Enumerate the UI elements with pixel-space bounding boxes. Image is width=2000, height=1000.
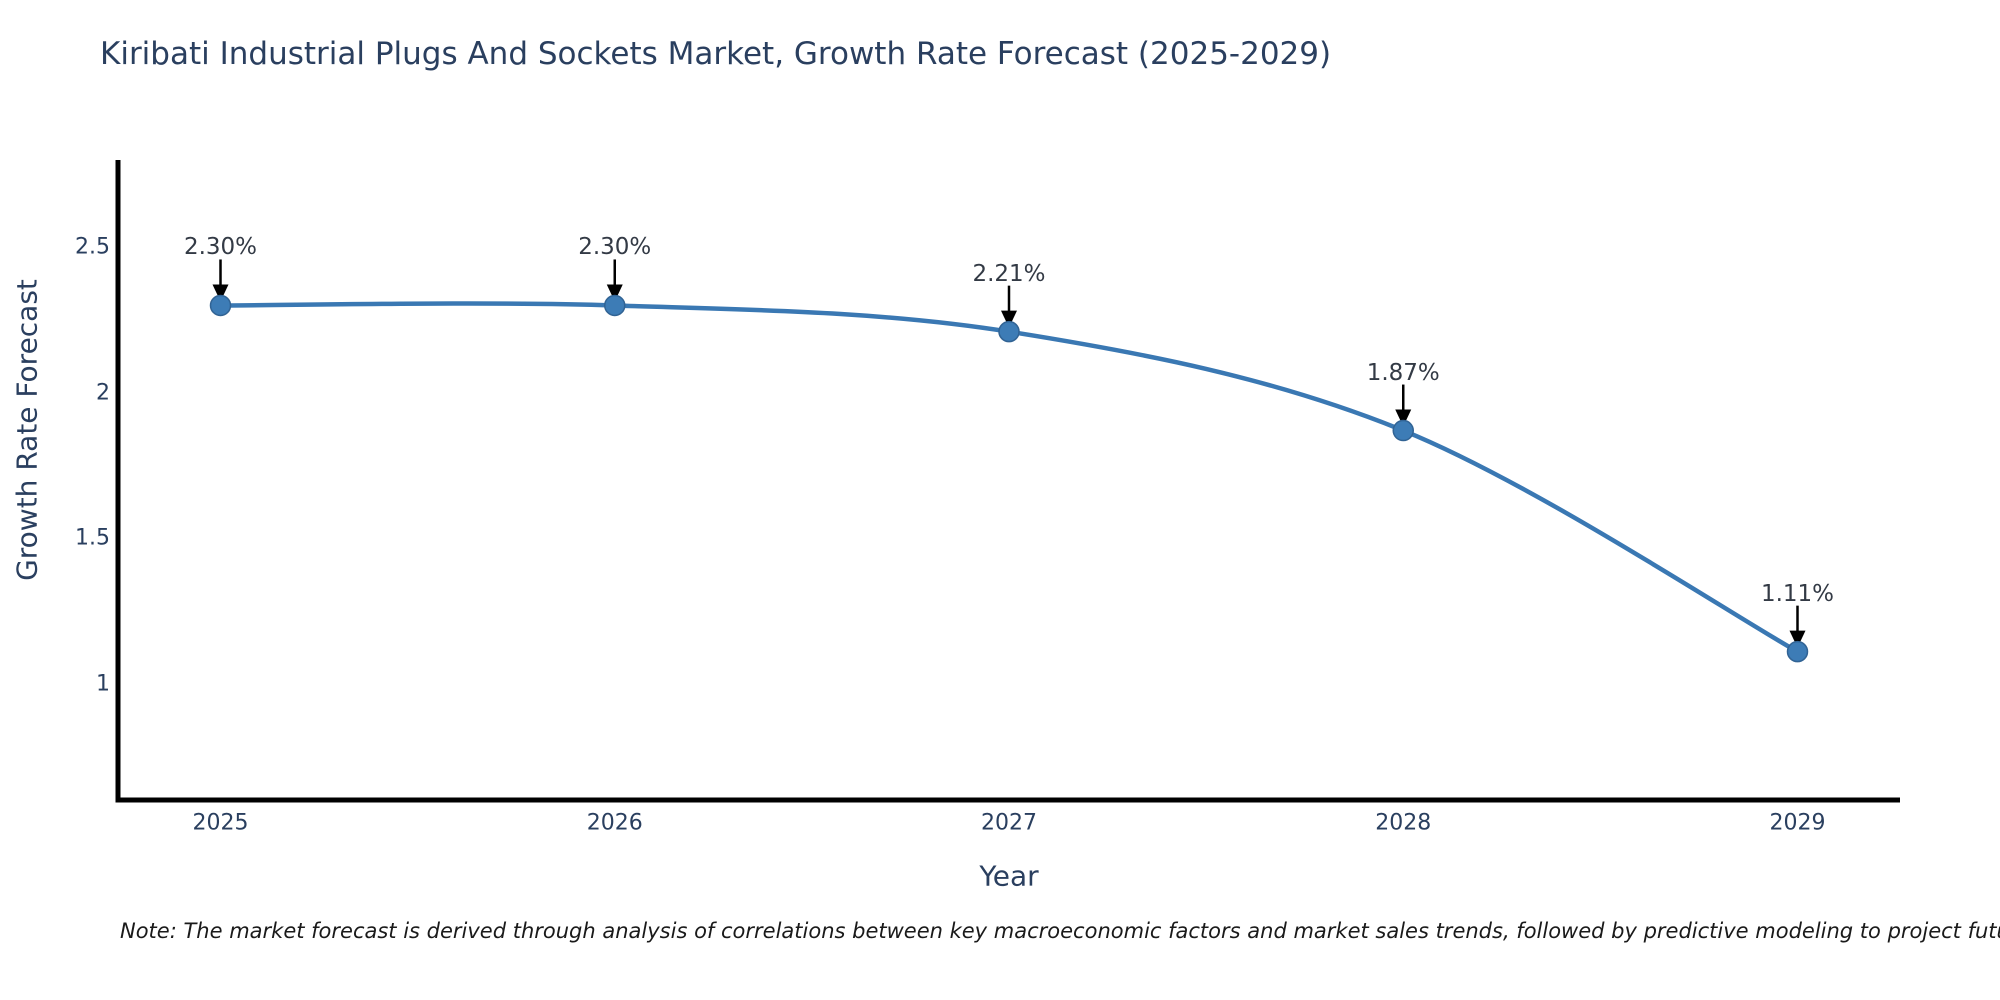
point-annotation: 1.11% [1760,580,1835,607]
footnote: Note: The market forecast is derived thr… [120,919,2000,943]
point-annotation: 2.21% [972,260,1046,287]
data-point-marker[interactable] [998,320,1020,343]
annotation-arrowhead [212,284,229,302]
y-tick-label: 2 [96,380,110,406]
y-tick-label: 1 [96,671,110,697]
point-annotation: 2.30% [578,234,652,261]
annotation-arrowhead [1789,630,1806,648]
y-tick-label: 2.5 [75,234,110,260]
x-tick-label: 2026 [586,810,643,836]
x-tick-label: 2029 [1769,810,1826,836]
annotation-arrowhead [1395,409,1412,427]
x-axis-title: Year [979,859,1039,893]
data-point-marker[interactable] [604,294,626,317]
y-tick-label: 1.5 [75,525,110,551]
axis-spines [115,160,1900,803]
point-annotation: 2.30% [183,234,258,261]
annotation-arrowhead [606,284,623,302]
forecast-line [218,301,1800,654]
data-point-marker[interactable] [209,294,232,317]
x-tick-label: 2027 [981,810,1037,836]
y-axis-title: Growth Rate Forecast [10,279,44,581]
data-point-marker[interactable] [1786,640,1809,663]
x-tick-label: 2025 [192,810,249,836]
point-annotation: 1.87% [1366,359,1440,386]
x-tick-label: 2028 [1375,810,1432,836]
chart-title: Kiribati Industrial Plugs And Sockets Ma… [100,36,1332,72]
annotation-arrowhead [1001,310,1017,328]
data-point-marker[interactable] [1392,419,1414,442]
